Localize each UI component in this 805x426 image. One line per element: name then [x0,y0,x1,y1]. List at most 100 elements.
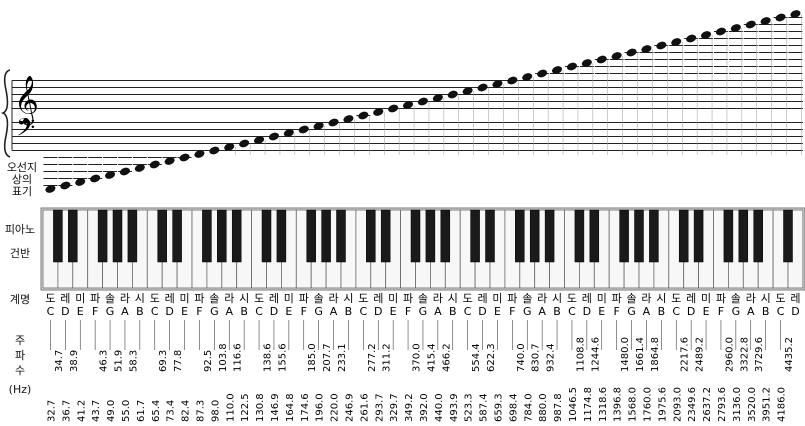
black-key [127,209,138,263]
note-name-letter: A [225,305,233,318]
black-key-frequency: 233.1 [337,343,348,372]
note-head [596,55,607,64]
black-key [157,209,167,263]
note-name-korean: 레 [60,292,70,305]
note-name-letter: C [777,305,785,318]
note-head [60,181,71,190]
black-key [634,209,644,263]
note-name-korean: 파 [716,292,726,305]
black-key-frequency: 370.0 [412,343,423,372]
white-key-frequency: 4186.0 [777,387,788,422]
black-key-frequency: 116.6 [233,343,244,372]
note-name-korean: 도 [254,292,264,305]
note-name-korean: 미 [75,292,85,305]
note-name-korean: 솔 [522,292,532,305]
note-name-korean: 시 [448,292,458,305]
white-key-frequency: 2093.0 [672,387,683,422]
black-key [276,209,287,263]
black-key-frequency: 1480.0 [620,337,631,372]
white-key-frequency: 61.7 [136,400,147,422]
note-name-korean: 도 [671,292,681,305]
black-key-frequency: 92.5 [203,350,214,372]
note-name-korean: 도 [775,292,785,305]
note-name-letter: F [613,305,619,318]
note-name-korean: 미 [492,292,502,305]
black-key [693,209,704,263]
white-key-frequency: 122.5 [240,393,251,422]
black-key-frequency: 38.9 [69,350,80,372]
white-key-frequency: 587.4 [479,393,490,422]
black-key-frequency: 46.3 [99,350,110,372]
note-head [388,104,399,113]
keys-label-line-1: 피아노 [4,223,36,236]
black-key [202,209,212,263]
note-name-korean: 파 [507,292,517,305]
white-key-frequency: 1975.6 [657,387,668,422]
note-name-letter: D [687,305,695,318]
note-name-letter: E [181,305,188,318]
black-key [544,209,555,263]
note-name-letter: B [553,305,561,318]
black-key-frequency: 51.9 [114,350,125,372]
note-name-letter: F [405,305,411,318]
white-key-frequency: 220.0 [330,393,341,422]
white-key-frequency: 2349.6 [687,387,698,422]
note-name-korean: 솔 [626,292,636,305]
note-name-korean: 레 [269,292,279,305]
note-name-korean: 레 [582,292,592,305]
note-name-letter: F [718,305,724,318]
note-head [75,178,86,186]
white-key-frequency: 1396.8 [613,387,624,422]
note-head [730,24,741,32]
note-head [119,167,130,176]
white-key-frequency: 659.3 [493,393,504,422]
note-head [432,94,443,102]
note-name-letter: B [136,305,144,318]
note-name-korean: 파 [194,292,204,305]
note-name-korean: 라 [746,292,756,305]
note-name-korean: 라 [224,292,234,305]
white-key-frequency: 440.0 [434,393,445,422]
black-key-frequency: 155.6 [277,343,288,372]
note-head [537,69,548,78]
white-key-frequency: 82.4 [181,400,192,422]
note-name-korean: 라 [537,292,547,305]
white-key-frequency: 784.0 [523,393,534,422]
note-head [313,122,324,130]
note-head [194,150,205,158]
note-head [373,108,384,116]
white-key-frequency: 49.0 [106,400,117,422]
black-key [440,209,451,263]
note-name-letter: B [345,305,353,318]
black-key-frequency: 58.3 [128,350,139,372]
white-key-frequency: 36.7 [61,400,72,422]
note-name-letter: F [301,305,307,318]
note-name-korean: 미 [701,292,711,305]
note-head [105,171,116,179]
note-name-letter: G [210,305,219,318]
note-head [760,17,771,25]
brace [0,69,11,158]
white-key-frequency: 2793.6 [717,387,728,422]
note-head [403,101,414,109]
note-name-letter: A [747,305,755,318]
black-key-frequency: 103.8 [218,343,229,372]
black-key [336,209,346,263]
black-key [68,209,78,263]
white-key-frequency: 1046.5 [568,387,579,422]
white-key-frequency: 3951.2 [762,387,773,422]
note-name-letter: F [196,305,202,318]
note-head [626,48,637,57]
note-head [343,115,354,123]
note-name-korean: 도 [567,292,577,305]
note-name-korean: 미 [597,292,607,305]
note-head [581,59,592,67]
note-name-letter: C [568,305,576,318]
note-head [507,76,518,85]
note-name-korean: 미 [388,292,398,305]
note-name-letter: D [374,305,382,318]
note-head [522,73,533,81]
white-key-frequency: 174.6 [300,393,311,422]
note-name-korean: 라 [433,292,443,305]
